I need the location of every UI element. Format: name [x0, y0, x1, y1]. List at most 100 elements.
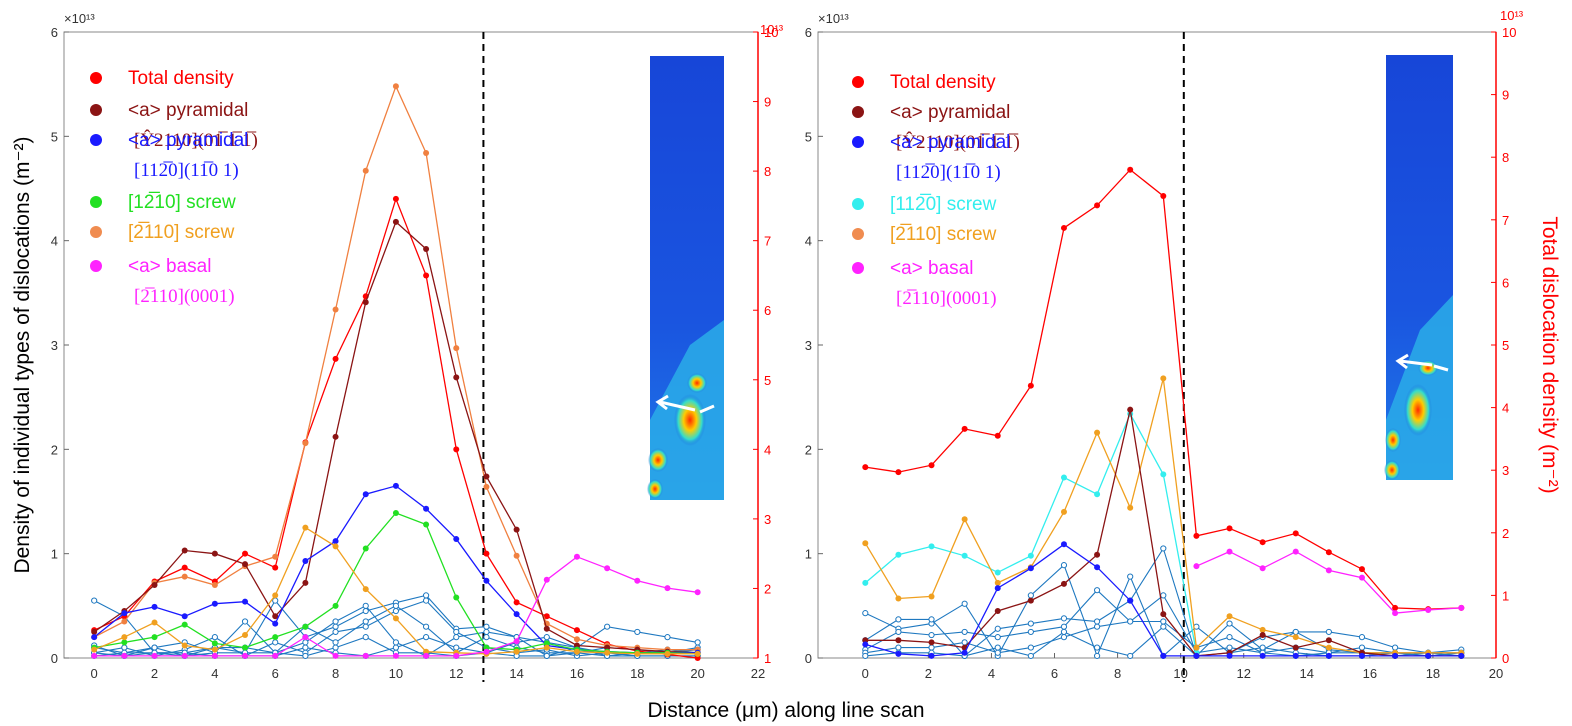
data-point [332, 639, 339, 646]
data-point [1358, 652, 1365, 659]
data-point [895, 595, 902, 602]
x-tick-label: 2 [925, 666, 932, 681]
data-point [483, 550, 490, 557]
data-point [362, 652, 369, 659]
right-legend: Total density<a> pyramidal[Ŷ2110](01̅ 1̅… [852, 72, 1020, 309]
data-point [1358, 644, 1366, 651]
data-point [928, 462, 935, 469]
data-point [573, 642, 580, 649]
right-right-exponent-label: 10¹³ [1500, 8, 1524, 23]
data-point [694, 650, 701, 657]
data-point [1094, 202, 1101, 209]
data-point [513, 648, 520, 655]
left-y-axis-label: Density of individual types of dislocati… [11, 136, 34, 573]
left-colormap-inset [647, 56, 724, 500]
legend-item: [2̅110] screw [852, 224, 997, 245]
x-tick-label: 18 [1426, 666, 1440, 681]
data-point [1027, 565, 1034, 572]
right-y-tick-label: 7 [764, 234, 771, 249]
data-point [362, 618, 369, 625]
legend-label-notation: [112̅0](11̅0 1) [896, 162, 1001, 183]
data-point [181, 642, 188, 649]
data-point [302, 524, 309, 531]
data-point [1325, 644, 1332, 651]
left-inset-hotspot [648, 448, 668, 472]
data-point [513, 611, 520, 618]
data-point [362, 545, 369, 552]
data-point [151, 581, 158, 588]
data-point [604, 649, 611, 656]
data-point [1060, 541, 1067, 548]
data-point [1060, 580, 1067, 587]
data-point [1325, 567, 1332, 574]
x-tick-label: 12 [449, 666, 463, 681]
legend-item: <a> pyramidal [112̅0](11̅0 1) [90, 130, 248, 181]
legend-marker [90, 196, 102, 208]
data-point [1292, 652, 1299, 659]
data-point [862, 579, 869, 586]
data-point [242, 550, 249, 557]
data-point [862, 637, 869, 644]
data-point [392, 607, 400, 615]
data-point [1458, 604, 1465, 611]
legend-marker [852, 228, 864, 240]
data-point [1292, 548, 1299, 555]
data-point [242, 632, 249, 639]
left-inset-hotspot [687, 373, 707, 393]
legend-label: Total density [890, 72, 996, 93]
data-point [513, 526, 520, 533]
data-point [573, 636, 580, 643]
right-y-tick-label: 9 [764, 95, 771, 110]
data-point [994, 585, 1001, 592]
data-point [1160, 592, 1167, 599]
data-point [1160, 471, 1167, 478]
data-point [1392, 610, 1399, 617]
data-point [961, 516, 968, 523]
right-y-tick-label: 6 [764, 303, 771, 318]
data-point [1391, 644, 1399, 651]
data-point [1127, 166, 1134, 173]
data-point [928, 639, 935, 646]
data-point [1160, 623, 1167, 630]
data-point [91, 628, 98, 635]
data-point [362, 607, 369, 615]
right-y-ticks: 0 1 2 3 4 5 6 [805, 25, 823, 666]
data-point [1027, 652, 1034, 660]
right-y-tick-label: 2 [764, 581, 771, 596]
left-exponent-label: ×10¹³ [64, 11, 95, 26]
data-point [332, 644, 339, 651]
data-point [392, 652, 399, 659]
data-point [121, 639, 128, 646]
data-point [151, 619, 158, 626]
data-point [895, 644, 902, 651]
right-inset-arrow [1395, 353, 1433, 370]
legend-item: [12̅10] screw [90, 192, 236, 213]
data-point [961, 600, 968, 607]
data-point [483, 628, 490, 636]
data-point [862, 610, 869, 617]
x-tick-label: 14 [1300, 666, 1314, 681]
x-tick-label: 8 [1114, 666, 1121, 681]
data-point [573, 553, 580, 560]
data-point [928, 593, 935, 600]
right-y-tick-label: 4 [1502, 401, 1509, 416]
data-point [151, 603, 158, 610]
data-point [1259, 626, 1266, 633]
legend-item: <a> basal [2̅110](0001) [90, 256, 235, 307]
data-point [241, 618, 249, 625]
data-point [302, 440, 309, 447]
data-point [422, 623, 430, 630]
x-tick-label: 20 [690, 666, 704, 681]
data-point [604, 644, 611, 651]
data-point [423, 246, 430, 253]
data-point [211, 634, 218, 641]
data-point [302, 634, 309, 641]
right-y-tick-label: 3 [764, 512, 771, 527]
data-point [392, 509, 399, 516]
x-tick-label: 4 [988, 666, 995, 681]
right-y-tick-label: 5 [764, 373, 771, 388]
data-point [634, 650, 641, 657]
legend-marker [90, 104, 102, 116]
